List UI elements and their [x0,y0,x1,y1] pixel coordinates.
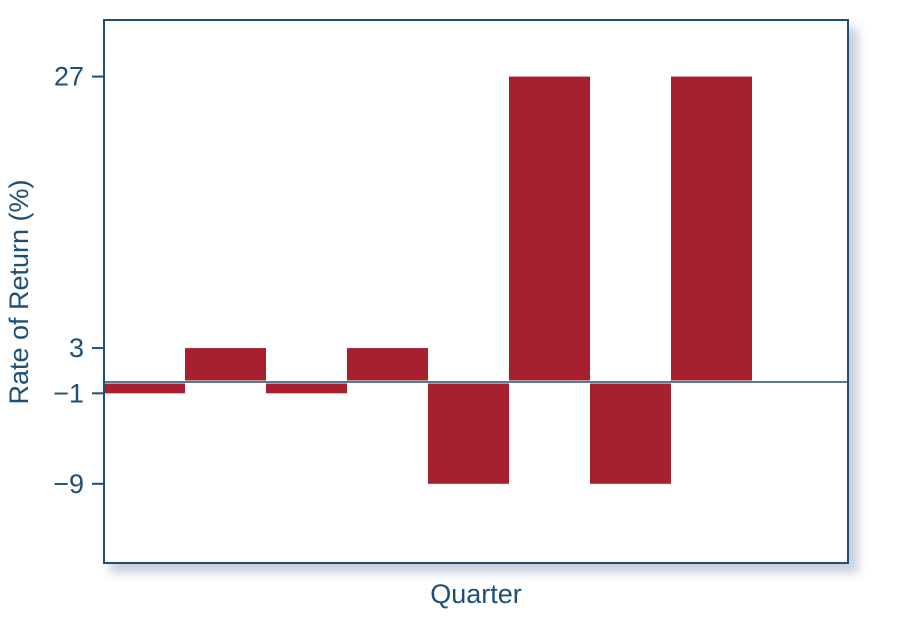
y-tick-label: −1 [53,378,84,408]
bar-7 [590,383,671,484]
y-tick-label: −9 [53,469,84,499]
bar-1 [104,383,185,394]
bar-6 [509,76,590,381]
bars-group [104,76,752,484]
bar-4 [347,348,428,381]
y-tick-label: 3 [69,333,84,363]
y-axis-title: Rate of Return (%) [4,179,34,404]
bar-5 [428,383,509,484]
plot-frame [103,19,849,564]
x-axis-title: Quarter [430,579,522,609]
y-tick-label: 27 [54,62,84,92]
bar-2 [185,348,266,381]
bar-3 [266,383,347,394]
bar-8 [671,76,752,381]
y-axis-ticks: 27 3 −1 −9 [53,62,104,499]
